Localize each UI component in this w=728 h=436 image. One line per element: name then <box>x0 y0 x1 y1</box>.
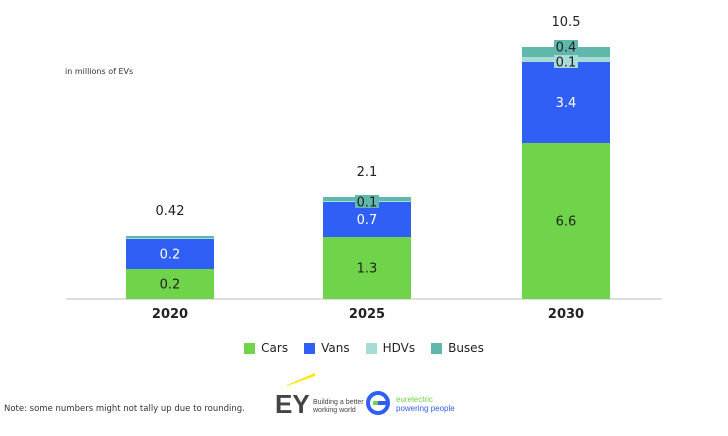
total-label: 10.5 <box>552 15 581 30</box>
data-label-box <box>554 55 578 68</box>
legend-swatch <box>304 342 316 354</box>
legend-item-hdvs: HDVs <box>365 341 416 355</box>
legend-item-vans: Vans <box>304 341 350 355</box>
data-label-cars: 1.3 <box>357 262 378 277</box>
legend-label: Buses <box>448 341 484 355</box>
x-tick-label: 2020 <box>152 307 188 322</box>
x-tick-label: 2030 <box>548 307 584 322</box>
data-label-vans: 0.7 <box>357 213 378 228</box>
legend-label: Cars <box>261 341 289 355</box>
data-label-buses: 0.4 <box>556 41 577 56</box>
data-label-buses: 0.1 <box>357 196 378 211</box>
data-label-vans: 0.2 <box>160 248 181 263</box>
bar-vans-2020 <box>126 239 214 269</box>
unit-label: in millions of EVs <box>65 67 134 76</box>
svg-text:working world: working world <box>312 407 356 414</box>
ey-logo: EY Building a better working world <box>275 373 364 415</box>
bar-cars-2020 <box>126 269 214 299</box>
footnote: Note: some numbers might not tally up du… <box>4 404 245 414</box>
total-label: 0.42 <box>156 204 185 219</box>
stacked-bar-chart: 0.20.20.4220201.30.70.12.120256.63.40.10… <box>66 15 662 322</box>
legend-item-cars: Cars <box>244 341 288 355</box>
data-label-box <box>355 195 379 208</box>
bar-vans-2030 <box>522 62 610 143</box>
legend-swatch <box>365 342 377 354</box>
svg-text:EY: EY <box>275 389 310 415</box>
eurelectric-logo: eurelectric powering people <box>366 391 455 415</box>
bar-buses-2020 <box>126 236 214 238</box>
svg-text:Building a better: Building a better <box>313 399 364 406</box>
legend: Cars Vans HDVs Buses <box>0 341 728 355</box>
legend-swatch <box>431 342 443 354</box>
legend-item-buses: Buses <box>431 341 484 355</box>
legend-label: HDVs <box>382 341 416 355</box>
legend-label: Vans <box>321 341 350 355</box>
data-label-hdvs: 0.1 <box>556 56 577 71</box>
x-tick-label: 2025 <box>349 307 385 322</box>
legend-swatch <box>244 342 256 354</box>
bar-hdvs-2020 <box>126 238 214 239</box>
svg-text:powering people: powering people <box>396 404 455 413</box>
bar-cars-2030 <box>522 143 610 299</box>
bar-cars-2025 <box>323 237 411 299</box>
data-label-cars: 0.2 <box>160 278 181 293</box>
svg-text:eurelectric: eurelectric <box>396 395 433 404</box>
data-label-box <box>554 40 578 53</box>
data-label-cars: 6.6 <box>556 215 577 230</box>
total-label: 2.1 <box>357 165 378 180</box>
data-label-vans: 3.4 <box>556 96 577 111</box>
